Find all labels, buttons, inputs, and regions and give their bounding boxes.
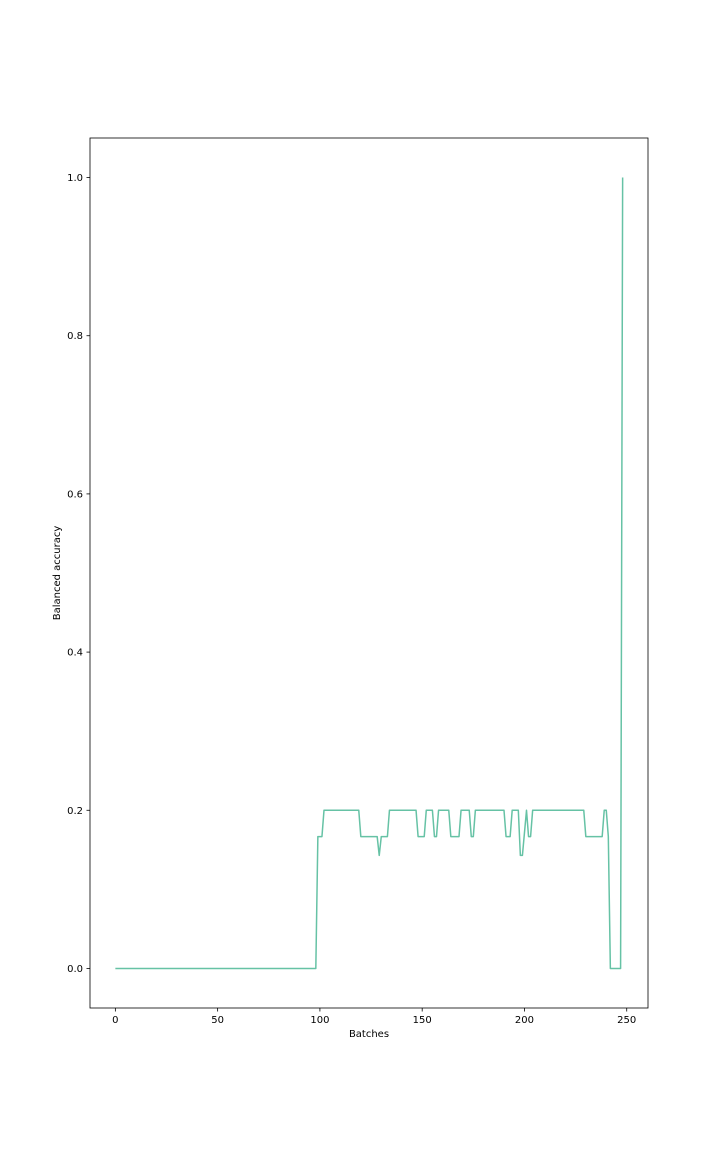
x-tick-label: 100 bbox=[310, 1015, 329, 1026]
x-axis-label: Batches bbox=[349, 1029, 389, 1040]
x-tick-label: 50 bbox=[211, 1015, 224, 1026]
y-tick-label: 0.0 bbox=[67, 964, 83, 975]
y-axis: 0.0 0.2 0.4 0.6 0.8 1.0 bbox=[67, 173, 90, 975]
y-tick-label: 0.6 bbox=[67, 489, 83, 500]
x-tick-label: 0 bbox=[112, 1015, 118, 1026]
plot-frame bbox=[89, 137, 649, 1009]
x-tick-label: 200 bbox=[515, 1015, 534, 1026]
series-line-0 bbox=[115, 177, 624, 970]
y-axis-label: Balanced accuracy bbox=[52, 526, 63, 621]
x-tick-label: 150 bbox=[413, 1015, 432, 1026]
y-tick-label: 0.2 bbox=[67, 806, 83, 817]
y-tick-label: 1.0 bbox=[67, 173, 83, 184]
y-tick-label: 0.8 bbox=[67, 331, 83, 342]
series-layer bbox=[115, 177, 624, 970]
y-tick-label: 0.4 bbox=[67, 648, 83, 659]
x-axis: 0 50 100 150 200 250 bbox=[112, 1008, 636, 1026]
x-tick-label: 250 bbox=[617, 1015, 636, 1026]
